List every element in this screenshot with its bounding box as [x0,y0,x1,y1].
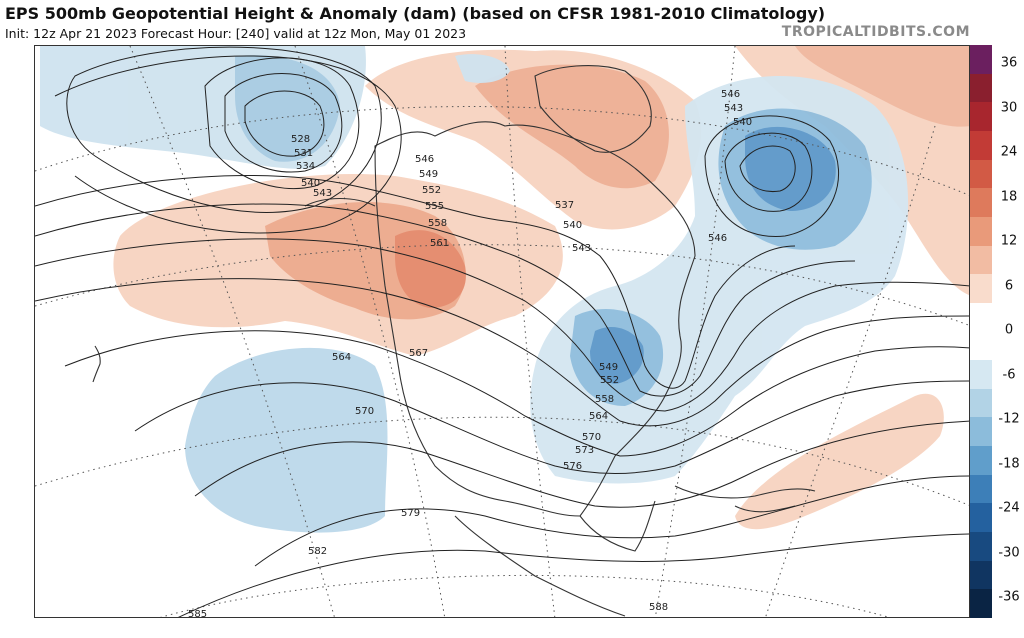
contour-label: 564 [589,411,608,422]
colorbar-swatch [970,73,992,103]
contour-label: 540 [301,178,320,189]
colorbar-tick-label: 18 [1000,189,1018,204]
contour-label: 588 [649,602,668,613]
contour-label: 564 [332,352,351,363]
contour-label: 558 [595,394,614,405]
contour-label: 543 [572,243,591,254]
colorbar-swatch [970,45,992,75]
colorbar-swatch [970,417,992,447]
contour-label: 537 [555,200,574,211]
contour-label: 546 [415,154,434,165]
colorbar-tick-label: -36 [998,589,1020,605]
contour-label: 567 [409,348,428,359]
contour-label: 579 [401,508,420,519]
cold-anomalies [40,46,909,533]
contour-labels: 528 531 534 540 543 546 549 552 555 558 … [188,89,752,618]
contour-label: 546 [708,233,727,244]
contour-label: 552 [600,375,619,386]
colorbar-swatch [970,503,992,533]
colorbar-swatch [970,274,992,304]
colorbar-tick-label: -12 [998,411,1020,427]
colorbar-swatch [970,388,992,418]
contour-label: 540 [563,220,582,231]
contour-label: 555 [425,201,444,212]
colorbar-swatch [970,188,992,218]
contour-label: 585 [188,609,207,618]
colorbar-tick-label: -6 [1002,367,1016,382]
colorbar-tick-label: -30 [998,545,1020,560]
colorbar-tick-label: 12 [1000,233,1018,249]
colorbar-swatch [970,159,992,189]
contour-label: 528 [291,134,310,145]
contour-label: 570 [355,406,374,417]
contour-label: 570 [582,432,601,443]
colorbar-swatch [970,102,992,132]
colorbar-tick-label: 24 [1000,144,1018,160]
map-canvas: 528 531 534 540 543 546 549 552 555 558 … [35,46,969,618]
contour-label: 531 [294,148,313,159]
contour-label: 543 [313,188,332,199]
contour-label: 573 [575,445,594,456]
colorbar-swatch [970,360,992,390]
colorbar-swatch [970,560,992,590]
contour-label: 552 [422,185,441,196]
contour-label: 582 [308,546,327,557]
contour-label: 534 [296,161,315,172]
contour-label: 543 [724,103,743,114]
contour-label: 549 [419,169,438,180]
continent-outlines [92,65,816,617]
brand-watermark: TROPICALTIDBITS.COM [781,24,970,40]
colorbar-swatch [970,446,992,476]
colorbar-swatch [970,130,992,161]
colorbar-swatch [970,532,992,562]
colorbar-tick-label: 30 [1000,100,1018,115]
contour-label: 576 [563,461,582,472]
contour-label: 558 [428,218,447,229]
map-panel: 528 531 534 540 543 546 549 552 555 558 … [34,45,970,618]
colorbar-swatch [970,589,992,619]
contour-label: 546 [721,89,740,100]
colorbar-swatch [970,216,992,247]
colorbar-tick-label: 36 [1000,55,1018,71]
map-title: EPS 500mb Geopotential Height & Anomaly … [5,4,826,23]
colorbar-swatch [970,302,992,332]
colorbar-swatch [970,474,992,504]
colorbar-tick-label: 0 [1004,322,1014,338]
warm-anomalies [113,46,969,530]
anomaly-colorbar: 36 30 24 18 12 6 0 -6 -12 -18 -24 -30 -36 [970,45,1024,619]
colorbar-tick-label: 6 [1004,278,1014,293]
height-contours [35,46,969,617]
map-subtitle: Init: 12z Apr 21 2023 Forecast Hour: [24… [5,26,467,41]
contour-label: 540 [733,117,752,128]
colorbar-tick-label: -24 [998,500,1020,516]
contour-label: 561 [430,238,449,249]
contour-label: 549 [599,362,618,373]
colorbar-swatch [970,331,992,361]
colorbar-tick-label: -18 [998,456,1020,471]
colorbar-swatch [970,245,992,275]
